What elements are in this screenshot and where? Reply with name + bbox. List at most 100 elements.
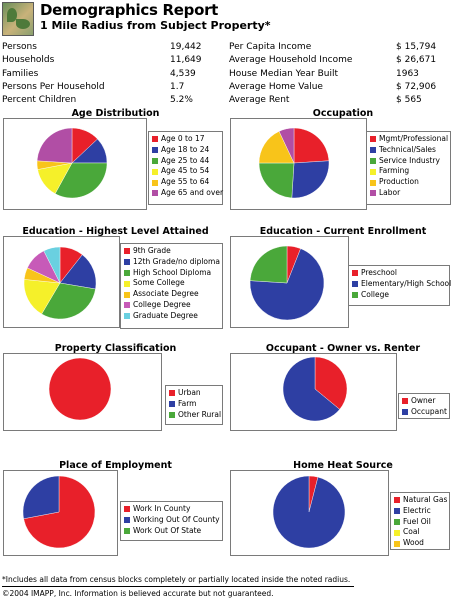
stat-label: Persons <box>2 42 37 52</box>
legend-swatch <box>394 518 400 525</box>
home-heat-source-legend: Natural Gas Electric Fuel Oil Coal Wood <box>390 492 450 550</box>
education-current-enrollment-title: Education - Current Enrollment <box>259 226 427 237</box>
legend-label: Mgmt/Professional <box>379 134 449 143</box>
legend-item: Working Out Of County <box>124 514 220 526</box>
divider <box>2 586 354 587</box>
legend-item: Graduate Degree <box>124 311 219 322</box>
legend-item: Natural Gas <box>394 495 447 506</box>
legend-swatch <box>124 259 130 266</box>
legend-item: Labor <box>370 188 447 199</box>
legend-label: Other Rural <box>178 409 222 419</box>
stat-value: $ 26,671 <box>396 55 437 66</box>
education-highest-level-attained-title: Education - Highest Level Attained <box>22 226 209 237</box>
stat-value: $ 15,794 <box>396 42 437 52</box>
legend-item: Preschool <box>352 268 446 279</box>
legend-item: Work Out Of State <box>124 526 219 537</box>
legend-label: Age 55 to 64 <box>161 177 210 187</box>
legend-swatch <box>169 390 175 397</box>
legend-label: Age 45 to 54 <box>161 166 210 176</box>
legend-swatch <box>124 527 130 534</box>
legend-label: Fuel Oil <box>403 516 431 526</box>
legend-swatch <box>124 248 130 255</box>
occupation-title: Occupation <box>312 108 374 119</box>
age-distribution-slice-age-65-and-over <box>36 127 73 164</box>
legend-label: Urban <box>178 388 201 397</box>
legend-label: Farming <box>379 166 410 176</box>
legend-swatch <box>370 190 376 197</box>
legend-swatch <box>394 540 400 547</box>
stat-row: Percent Children 5.2% <box>2 94 222 107</box>
legend-label: Farm <box>178 398 197 408</box>
legend-swatch <box>124 291 130 298</box>
education-current-enrollment-legend: Preschool Elementary/High School College <box>348 265 451 306</box>
legend-item: Age 18 to 24 <box>152 145 219 156</box>
report-header: Demographics Report 1 Mile Radius from S… <box>0 0 458 38</box>
legend-item: Production <box>370 177 447 188</box>
legend-swatch <box>370 136 376 143</box>
legend-swatch <box>124 280 130 287</box>
legend-label: College Degree <box>133 299 191 309</box>
legend-item: Age 0 to 17 <box>152 134 219 145</box>
place-of-employment-pie <box>22 475 96 549</box>
legend-item: Fuel Oil <box>394 517 446 528</box>
legend-label: College <box>361 289 389 299</box>
legend-label: Working Out Of County <box>133 514 220 524</box>
stat-label: Households <box>2 55 55 66</box>
occupation-pie <box>258 127 330 199</box>
education-current-enrollment-slice-college <box>249 245 288 284</box>
legend-swatch <box>352 281 358 288</box>
occupation-slice-labor <box>278 127 295 164</box>
stats-left: Persons 19,442 Households 11,649 Families 4… <box>2 41 222 107</box>
occupation-slice-production <box>258 131 295 164</box>
legend-item: Occupant <box>402 406 447 418</box>
home-heat-source-pie <box>272 475 346 549</box>
stat-value: 11,649 <box>170 55 202 66</box>
stat-value: 19,442 <box>170 42 202 52</box>
legend-item: College Degree <box>124 300 219 311</box>
report-subtitle: 1 Mile Radius from Subject Property* <box>40 19 271 32</box>
legend-label: Work Out Of State <box>133 525 202 535</box>
legend-label: Associate Degree <box>133 289 199 299</box>
education-highest-level-attained-legend: 9th Grade 12th Grade/no diploma High Schoo… <box>120 243 223 329</box>
legend-item: Farm <box>169 399 219 410</box>
legend-item: Work In County <box>124 504 219 515</box>
legend-item: Wood <box>394 538 446 549</box>
legend-swatch <box>124 517 130 524</box>
home-heat-source-slice-electric <box>272 475 346 549</box>
legend-label: Coal <box>403 527 420 537</box>
stat-value: 5.2% <box>170 95 193 106</box>
legend-label: Occupant <box>411 406 447 416</box>
stat-value: $ 565 <box>396 95 422 106</box>
legend-label: High School Diploma <box>133 267 212 277</box>
legend-label: Labor <box>379 187 401 197</box>
legend-swatch <box>124 302 130 309</box>
occupant-owner-vs-renter-slice-occupant <box>282 356 340 422</box>
legend-label: Production <box>379 177 419 187</box>
legend-swatch <box>152 179 158 186</box>
legend-label: Age 18 to 24 <box>161 144 210 154</box>
legend-swatch <box>402 398 408 405</box>
legend-label: 12th Grade/no diploma <box>133 256 220 266</box>
legend-swatch <box>169 411 175 418</box>
legend-item: Service Industry <box>370 156 447 167</box>
stat-row: Average Rent $ 565 <box>229 94 454 107</box>
legend-swatch <box>124 269 130 276</box>
stat-row: House Median Year Built 1963 <box>229 68 454 81</box>
property-classification-slice-urban <box>48 357 112 421</box>
legend-swatch <box>124 506 130 513</box>
legend-swatch <box>394 529 400 536</box>
place-of-employment-title: Place of Employment <box>59 460 172 471</box>
stat-row: Families 4,539 <box>2 68 222 81</box>
legend-item: Age 55 to 64 <box>152 177 219 188</box>
logo-icon <box>2 2 34 36</box>
property-classification-title: Property Classification <box>54 343 177 354</box>
legend-swatch <box>352 270 358 277</box>
stat-value: $ 72,906 <box>396 81 437 92</box>
education-current-enrollment-pie <box>249 245 325 321</box>
legend-item: Technical/Sales <box>370 145 447 156</box>
stat-row: Persons 19,442 <box>2 41 222 54</box>
stat-label: Percent Children <box>2 95 77 106</box>
legend-swatch <box>169 401 175 408</box>
legend-item: Urban <box>169 388 219 399</box>
stat-row: Average Household Income $ 26,671 <box>229 54 454 67</box>
